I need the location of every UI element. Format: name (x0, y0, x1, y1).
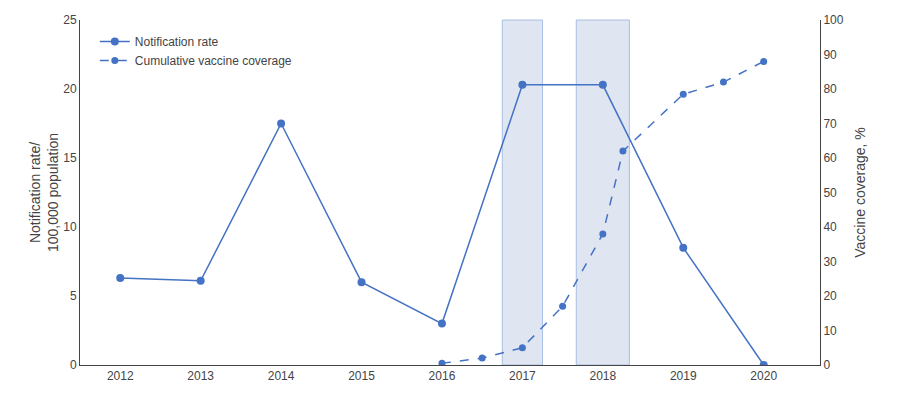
svg-text:2013: 2013 (187, 369, 214, 383)
svg-text:2017: 2017 (509, 369, 536, 383)
svg-text:70: 70 (823, 117, 837, 131)
svg-text:2020: 2020 (750, 369, 777, 383)
svg-text:100: 100 (823, 13, 843, 27)
svg-text:40: 40 (823, 220, 837, 234)
svg-text:Notification rate/100,000 popu: Notification rate/100,000 population (27, 133, 61, 252)
svg-text:Vaccine coverage, %: Vaccine coverage, % (852, 127, 868, 257)
svg-text:2015: 2015 (348, 369, 375, 383)
svg-text:10: 10 (823, 324, 837, 338)
svg-text:2019: 2019 (670, 369, 697, 383)
svg-text:0: 0 (70, 358, 77, 372)
svg-text:10: 10 (63, 220, 77, 234)
svg-text:15: 15 (63, 151, 77, 165)
svg-text:90: 90 (823, 48, 837, 62)
svg-text:2016: 2016 (429, 369, 456, 383)
svg-text:0: 0 (823, 358, 830, 372)
svg-text:80: 80 (823, 82, 837, 96)
svg-text:5: 5 (70, 289, 77, 303)
svg-text:25: 25 (63, 13, 77, 27)
svg-text:Cumulative vaccine coverage: Cumulative vaccine coverage (135, 54, 292, 68)
svg-text:20: 20 (63, 82, 77, 96)
svg-text:50: 50 (823, 186, 837, 200)
svg-text:2018: 2018 (589, 369, 616, 383)
svg-text:Notification rate: Notification rate (135, 35, 219, 49)
svg-text:30: 30 (823, 255, 837, 269)
svg-text:2012: 2012 (107, 369, 134, 383)
svg-text:60: 60 (823, 151, 837, 165)
svg-text:20: 20 (823, 289, 837, 303)
svg-text:2014: 2014 (268, 369, 295, 383)
